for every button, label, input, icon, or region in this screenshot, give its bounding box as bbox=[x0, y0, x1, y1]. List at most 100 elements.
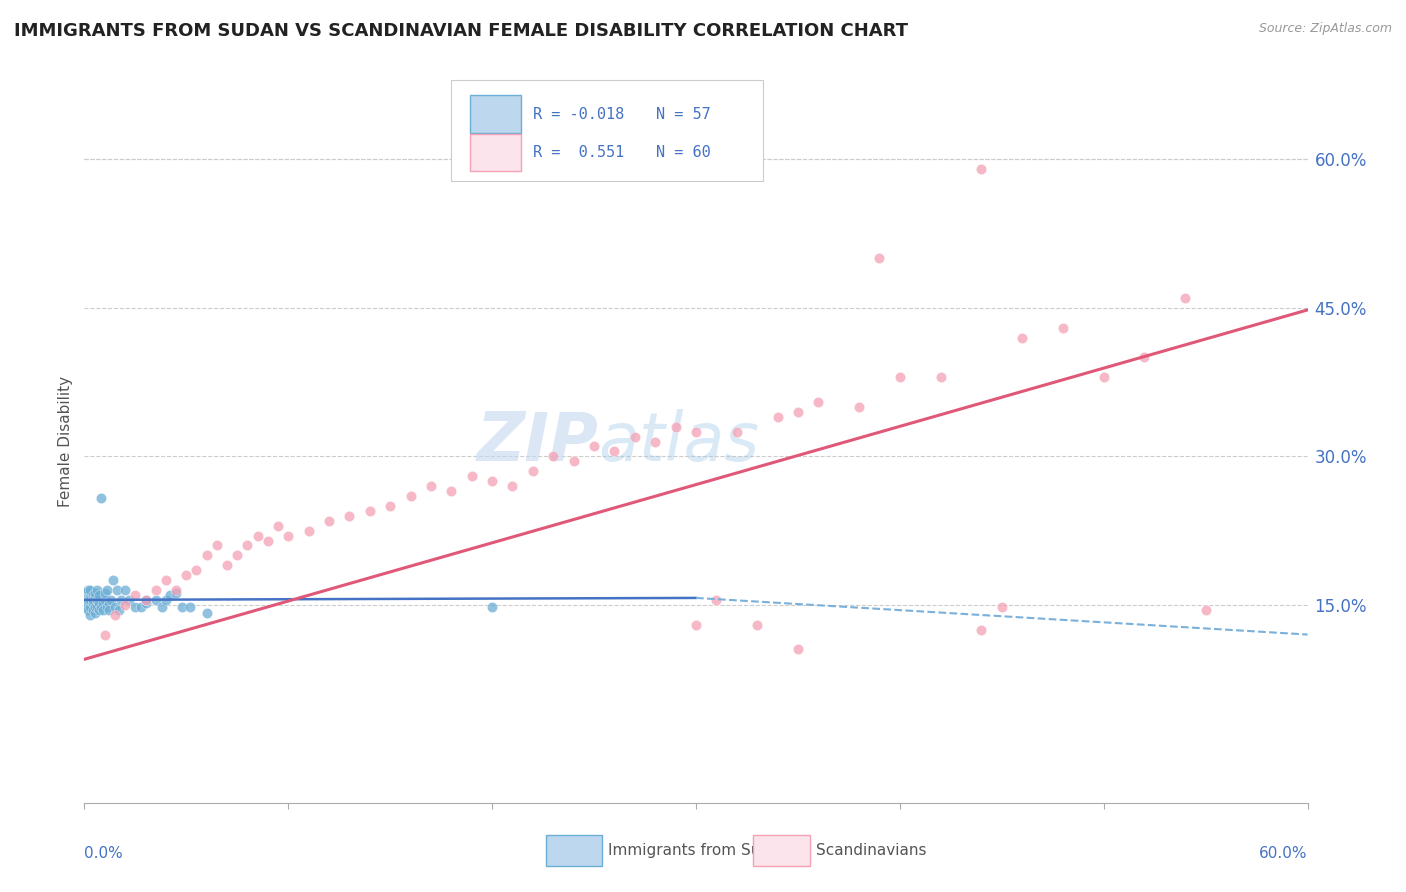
Text: Source: ZipAtlas.com: Source: ZipAtlas.com bbox=[1258, 22, 1392, 36]
Point bbox=[114, 582, 136, 597]
Point bbox=[91, 596, 114, 610]
Point bbox=[1195, 603, 1218, 617]
Point bbox=[145, 582, 167, 597]
Point bbox=[93, 586, 115, 600]
Point bbox=[970, 162, 993, 177]
Point bbox=[75, 599, 97, 614]
Point bbox=[205, 539, 228, 553]
Point bbox=[440, 483, 463, 498]
Point bbox=[236, 539, 259, 553]
Text: N = 57: N = 57 bbox=[655, 107, 710, 121]
Point bbox=[991, 599, 1014, 614]
Point bbox=[104, 599, 127, 614]
Point bbox=[79, 593, 101, 607]
Text: Immigrants from Sudan: Immigrants from Sudan bbox=[607, 843, 789, 858]
Point bbox=[135, 593, 157, 607]
Point bbox=[787, 642, 810, 657]
FancyBboxPatch shape bbox=[451, 80, 763, 181]
Point bbox=[195, 549, 218, 563]
Point bbox=[91, 603, 114, 617]
Point bbox=[318, 514, 340, 528]
Point bbox=[186, 563, 208, 577]
Point bbox=[217, 558, 239, 573]
Point bbox=[685, 617, 707, 632]
Point bbox=[159, 588, 181, 602]
Point bbox=[90, 491, 112, 505]
Point bbox=[96, 599, 118, 614]
Point bbox=[83, 606, 105, 620]
Point bbox=[77, 603, 100, 617]
Point bbox=[110, 593, 132, 607]
Point bbox=[97, 603, 120, 617]
Point bbox=[124, 588, 146, 602]
Point bbox=[93, 593, 115, 607]
Point bbox=[83, 599, 105, 614]
Point bbox=[481, 474, 503, 488]
Point bbox=[100, 593, 122, 607]
Point bbox=[96, 582, 118, 597]
Point bbox=[246, 528, 269, 542]
Point bbox=[77, 598, 100, 612]
Point bbox=[624, 429, 647, 443]
Point bbox=[706, 593, 728, 607]
Point bbox=[359, 504, 381, 518]
Point bbox=[195, 606, 218, 620]
Point bbox=[1133, 351, 1156, 365]
Text: N = 60: N = 60 bbox=[655, 145, 710, 160]
Point bbox=[87, 588, 110, 602]
Point bbox=[380, 499, 402, 513]
Point bbox=[226, 549, 249, 563]
Point bbox=[87, 603, 110, 617]
Point bbox=[75, 593, 97, 607]
Point bbox=[562, 454, 585, 468]
Point bbox=[1092, 370, 1115, 384]
FancyBboxPatch shape bbox=[470, 134, 522, 171]
Point bbox=[79, 582, 101, 597]
Point bbox=[543, 450, 565, 464]
Point bbox=[929, 370, 952, 384]
Point bbox=[522, 464, 544, 478]
FancyBboxPatch shape bbox=[546, 835, 602, 866]
Point bbox=[135, 593, 157, 607]
Point bbox=[101, 573, 124, 587]
Point bbox=[257, 533, 280, 548]
Point bbox=[685, 425, 707, 439]
Point bbox=[970, 623, 993, 637]
Point bbox=[787, 405, 810, 419]
Point bbox=[145, 593, 167, 607]
Point bbox=[766, 409, 789, 424]
Text: atlas: atlas bbox=[598, 409, 759, 475]
Text: R =  0.551: R = 0.551 bbox=[533, 145, 624, 160]
Text: R = -0.018: R = -0.018 bbox=[533, 107, 624, 121]
Point bbox=[79, 607, 101, 622]
Text: ZIP: ZIP bbox=[477, 409, 598, 475]
Point bbox=[267, 518, 290, 533]
Point bbox=[339, 508, 361, 523]
Point bbox=[502, 479, 524, 493]
Point bbox=[77, 582, 100, 597]
Point bbox=[79, 599, 101, 614]
Point bbox=[86, 599, 108, 614]
Point bbox=[179, 599, 201, 614]
Point bbox=[114, 598, 136, 612]
Point bbox=[104, 607, 127, 622]
Point bbox=[889, 370, 911, 384]
Point bbox=[399, 489, 422, 503]
Point bbox=[75, 586, 97, 600]
Point bbox=[665, 419, 688, 434]
Point bbox=[86, 582, 108, 597]
Point bbox=[298, 524, 321, 538]
Point bbox=[93, 627, 115, 641]
Point bbox=[869, 252, 891, 266]
Point bbox=[644, 434, 666, 449]
Point bbox=[87, 596, 110, 610]
Point bbox=[97, 596, 120, 610]
Point bbox=[83, 590, 105, 604]
Point bbox=[1052, 320, 1074, 334]
Text: 60.0%: 60.0% bbox=[1260, 847, 1308, 861]
Text: 0.0%: 0.0% bbox=[84, 847, 124, 861]
Point bbox=[86, 593, 108, 607]
Point bbox=[135, 596, 157, 610]
Text: IMMIGRANTS FROM SUDAN VS SCANDINAVIAN FEMALE DISABILITY CORRELATION CHART: IMMIGRANTS FROM SUDAN VS SCANDINAVIAN FE… bbox=[14, 22, 908, 40]
Point bbox=[725, 425, 748, 439]
